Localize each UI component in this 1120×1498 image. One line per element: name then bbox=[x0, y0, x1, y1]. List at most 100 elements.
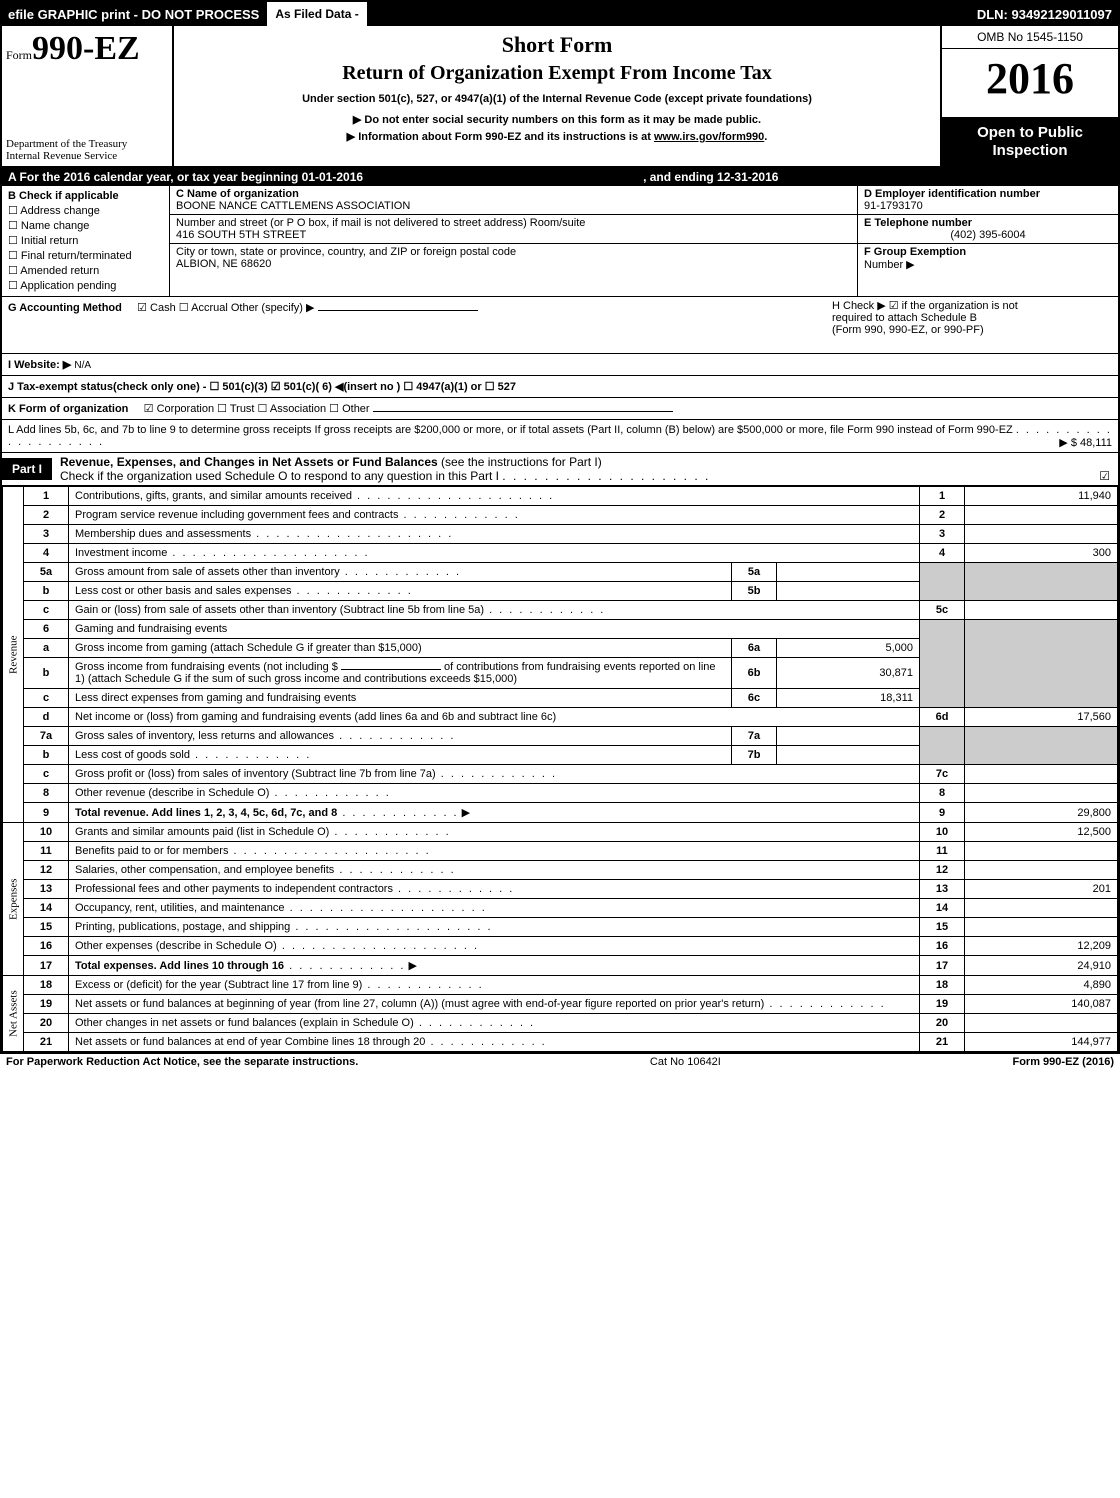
l20-rval bbox=[965, 1014, 1118, 1033]
section-j: J Tax-exempt status(check only one) - ☐ … bbox=[2, 376, 1118, 398]
bullet-ssn: ▶ Do not enter social security numbers o… bbox=[182, 113, 932, 126]
line-5a: 5a Gross amount from sale of assets othe… bbox=[3, 563, 1118, 582]
l6a-desc: Gross income from gaming (attach Schedul… bbox=[69, 639, 732, 658]
street-label: Number and street (or P O box, if mail i… bbox=[176, 217, 851, 229]
efile-label: efile GRAPHIC print - DO NOT PROCESS bbox=[2, 7, 265, 22]
l12-num: 12 bbox=[24, 861, 69, 880]
l6c-desc: Less direct expenses from gaming and fun… bbox=[69, 689, 732, 708]
l9-num: 9 bbox=[24, 803, 69, 823]
k-options[interactable]: ☑ Corporation ☐ Trust ☐ Association ☐ Ot… bbox=[144, 403, 370, 415]
section-c: C Name of organization BOONE NANCE CATTL… bbox=[170, 186, 858, 296]
l10-num: 10 bbox=[24, 823, 69, 842]
l7c-rval bbox=[965, 765, 1118, 784]
check-initial[interactable]: ☐ Initial return bbox=[8, 234, 163, 247]
form-container: efile GRAPHIC print - DO NOT PROCESS As … bbox=[0, 0, 1120, 1054]
city-row: City or town, state or province, country… bbox=[170, 244, 857, 272]
form-990ez: 990-EZ bbox=[32, 30, 140, 67]
part1-checkmark[interactable]: ☑ bbox=[1099, 469, 1110, 483]
l6-grey-num bbox=[920, 620, 965, 708]
l7a-num: 7a bbox=[24, 727, 69, 746]
line-2: 2 Program service revenue including gove… bbox=[3, 506, 1118, 525]
part1-subtitle: (see the instructions for Part I) bbox=[441, 455, 602, 469]
l18-num: 18 bbox=[24, 976, 69, 995]
l2-num: 2 bbox=[24, 506, 69, 525]
l6b-mnum: 6b bbox=[732, 658, 777, 689]
l11-desc: Benefits paid to or for members bbox=[69, 842, 920, 861]
l12-rval bbox=[965, 861, 1118, 880]
l7ab-grey-num bbox=[920, 727, 965, 765]
l7b-mval bbox=[777, 746, 920, 765]
check-final[interactable]: ☐ Final return/terminated bbox=[8, 249, 163, 262]
l20-num: 20 bbox=[24, 1014, 69, 1033]
tax-year: 2016 bbox=[942, 49, 1118, 118]
header: Form990-EZ Department of the Treasury In… bbox=[2, 26, 1118, 168]
under-section: Under section 501(c), 527, or 4947(a)(1)… bbox=[182, 93, 932, 105]
l6a-mval: 5,000 bbox=[777, 639, 920, 658]
l3-num: 3 bbox=[24, 525, 69, 544]
l7b-mnum: 7b bbox=[732, 746, 777, 765]
j-text[interactable]: J Tax-exempt status(check only one) - ☐ … bbox=[8, 381, 516, 393]
l21-num: 21 bbox=[24, 1033, 69, 1052]
l8-rnum: 8 bbox=[920, 784, 965, 803]
i-label: I Website: ▶ bbox=[8, 359, 71, 371]
l6c-mnum: 6c bbox=[732, 689, 777, 708]
line-11: 11 Benefits paid to or for members 11 bbox=[3, 842, 1118, 861]
l10-rval: 12,500 bbox=[965, 823, 1118, 842]
line-18: Net Assets 18 Excess or (deficit) for th… bbox=[3, 976, 1118, 995]
l4-num: 4 bbox=[24, 544, 69, 563]
org-name: BOONE NANCE CATTLEMENS ASSOCIATION bbox=[176, 200, 851, 212]
l16-rnum: 16 bbox=[920, 937, 965, 956]
check-amended[interactable]: ☐ Amended return bbox=[8, 264, 163, 277]
section-i: I Website: ▶ N/A bbox=[2, 354, 1118, 376]
l6-desc: Gaming and fundraising events bbox=[69, 620, 920, 639]
l1-rval: 11,940 bbox=[965, 487, 1118, 506]
line-7c: c Gross profit or (loss) from sales of i… bbox=[3, 765, 1118, 784]
l5ab-grey-num bbox=[920, 563, 965, 601]
l5b-mnum: 5b bbox=[732, 582, 777, 601]
l5b-desc: Less cost or other basis and sales expen… bbox=[69, 582, 732, 601]
l14-rnum: 14 bbox=[920, 899, 965, 918]
l15-rnum: 15 bbox=[920, 918, 965, 937]
line-19: 19 Net assets or fund balances at beginn… bbox=[3, 995, 1118, 1014]
check-name[interactable]: ☐ Name change bbox=[8, 219, 163, 232]
irs-link[interactable]: www.irs.gov/form990 bbox=[654, 131, 764, 143]
l6d-rnum: 6d bbox=[920, 708, 965, 727]
l5c-rnum: 5c bbox=[920, 601, 965, 620]
l6b-desc: Gross income from fundraising events (no… bbox=[69, 658, 732, 689]
l18-rval: 4,890 bbox=[965, 976, 1118, 995]
l5c-num: c bbox=[24, 601, 69, 620]
l3-rnum: 3 bbox=[920, 525, 965, 544]
l-text: L Add lines 5b, 6c, and 7b to line 9 to … bbox=[8, 424, 1013, 436]
check-address[interactable]: ☐ Address change bbox=[8, 204, 163, 217]
ein-row: D Employer identification number 91-1793… bbox=[858, 186, 1118, 215]
open-public-2: Inspection bbox=[944, 142, 1116, 160]
l16-desc: Other expenses (describe in Schedule O) bbox=[69, 937, 920, 956]
check-pending[interactable]: ☐ Application pending bbox=[8, 279, 163, 292]
section-d: D Employer identification number 91-1793… bbox=[858, 186, 1118, 296]
open-public: Open to Public Inspection bbox=[942, 118, 1118, 166]
l11-num: 11 bbox=[24, 842, 69, 861]
part1-check: Check if the organization used Schedule … bbox=[60, 469, 499, 483]
g-options[interactable]: ☑ Cash ☐ Accrual Other (specify) ▶ bbox=[137, 302, 314, 314]
part1-header: Part I Revenue, Expenses, and Changes in… bbox=[2, 453, 1118, 486]
l5a-mval bbox=[777, 563, 920, 582]
l18-desc: Excess or (deficit) for the year (Subtra… bbox=[69, 976, 920, 995]
l21-rnum: 21 bbox=[920, 1033, 965, 1052]
l9-desc: Total revenue. Add lines 1, 2, 3, 4, 5c,… bbox=[69, 803, 920, 823]
line-14: 14 Occupancy, rent, utilities, and maint… bbox=[3, 899, 1118, 918]
l5c-desc: Gain or (loss) from sale of assets other… bbox=[69, 601, 920, 620]
k-label: K Form of organization bbox=[8, 403, 128, 415]
l18-rnum: 18 bbox=[920, 976, 965, 995]
h-line3: (Form 990, 990-EZ, or 990-PF) bbox=[832, 324, 1112, 336]
l19-rnum: 19 bbox=[920, 995, 965, 1014]
line-5c: c Gain or (loss) from sale of assets oth… bbox=[3, 601, 1118, 620]
dln-label: DLN: 93492129011097 bbox=[971, 7, 1118, 22]
lines-table: Revenue 1 Contributions, gifts, grants, … bbox=[2, 486, 1118, 1052]
l6d-desc: Net income or (loss) from gaming and fun… bbox=[69, 708, 920, 727]
l6b-mval: 30,871 bbox=[777, 658, 920, 689]
l15-desc: Printing, publications, postage, and shi… bbox=[69, 918, 920, 937]
l9-rnum: 9 bbox=[920, 803, 965, 823]
l16-num: 16 bbox=[24, 937, 69, 956]
side-netassets: Net Assets bbox=[3, 976, 24, 1052]
l6c-num: c bbox=[24, 689, 69, 708]
